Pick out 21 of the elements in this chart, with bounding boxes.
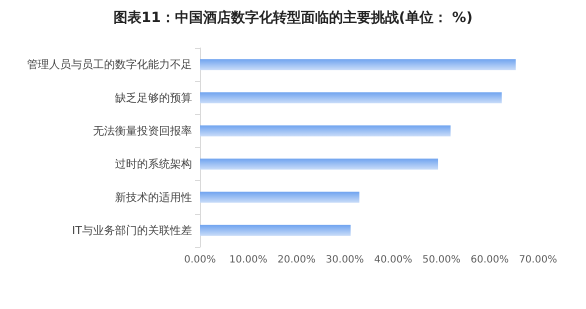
y-tick-label: 无法衡量投资回报率 — [93, 124, 192, 138]
x-tick-label: 40.00% — [374, 254, 412, 266]
bar — [200, 192, 360, 203]
x-tick-label: 0.00% — [184, 254, 216, 266]
bar — [200, 224, 351, 236]
x-tick-label: 20.00% — [278, 254, 316, 266]
bar — [200, 125, 451, 136]
bar — [200, 158, 438, 170]
bar — [200, 59, 516, 70]
y-tick-label: 缺乏足够的预算 — [115, 91, 192, 104]
chart-title: 图表11：中国酒店数字化转型面临的主要挑战(单位： %) — [113, 9, 473, 26]
x-tick-label: 70.00% — [518, 254, 558, 266]
x-tick-label: 30.00% — [326, 254, 364, 266]
y-tick-label: 新技术的适用性 — [115, 190, 192, 204]
x-tick-label: 10.00% — [229, 254, 268, 266]
y-tick-label: 管理人员与员工的数字化能力不足 — [27, 58, 192, 72]
y-tick-label: 过时的系统架构 — [115, 158, 192, 171]
bar — [200, 92, 502, 104]
y-tick-label: IT与业务部门的关联性差 — [72, 224, 192, 237]
x-tick-label: 60.00% — [470, 254, 509, 266]
x-tick-label: 50.00% — [422, 254, 460, 266]
